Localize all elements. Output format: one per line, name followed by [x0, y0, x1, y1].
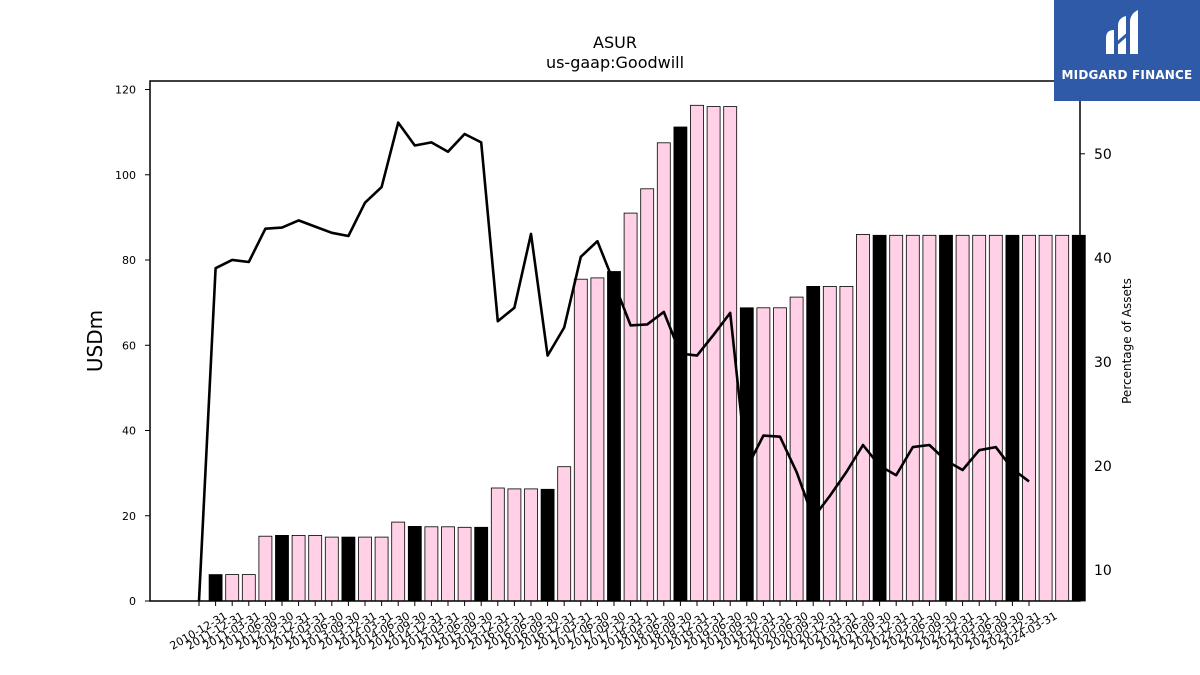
bar-series [208, 104, 1086, 602]
bar-2021-06-30 [889, 234, 904, 602]
percentage-line [197, 121, 1030, 602]
bar-2020-12-31 [856, 233, 870, 602]
bar-2014-03-31 [407, 526, 422, 602]
right-tick-label: 10 [1094, 563, 1112, 579]
left-tick-label: 60 [122, 339, 136, 352]
bar-2013-03-31 [341, 536, 356, 602]
bar-2013-09-30 [374, 536, 389, 602]
bar-2016-03-31 [540, 488, 555, 602]
right-tick-label: 30 [1094, 355, 1112, 371]
bar-2012-09-30 [308, 535, 323, 602]
bar-2016-12-31 [590, 277, 605, 602]
bar-2018-09-30 [706, 106, 721, 602]
left-tick-label: 0 [129, 595, 136, 608]
right-tick-label: 50 [1094, 147, 1112, 163]
y-axis-label: USDm [83, 310, 107, 372]
bar-2023-03-31 [1005, 234, 1020, 602]
bar-2013-06-30 [358, 536, 372, 602]
left-tick-label: 20 [122, 510, 136, 523]
bar-2012-06-30 [291, 535, 306, 602]
left-tick-label: 120 [115, 84, 136, 97]
bar-2019-09-30 [773, 307, 787, 602]
plot-frame [149, 80, 1081, 602]
left-tick-label: 100 [115, 169, 136, 182]
bar-2015-03-31 [474, 526, 489, 602]
bar-2024-03-31 [1071, 234, 1086, 602]
bar-2022-06-30 [955, 234, 970, 602]
bar-2019-06-30 [756, 307, 771, 602]
bar-2016-06-30 [557, 466, 572, 602]
left-axis-ticks: 0 20 40 60 80 100 120 [115, 84, 150, 608]
bar-2020-06-30 [822, 285, 837, 602]
right-tick-label: 20 [1094, 459, 1112, 475]
bar-2011-12-31 [258, 535, 273, 602]
bar-2020-03-31 [806, 285, 821, 602]
bar-2015-12-31 [524, 488, 538, 602]
bar-2014-06-30 [424, 526, 439, 602]
brand-logo-text: MIDGARD FINANCE [1061, 68, 1193, 82]
bar-2016-09-30 [573, 278, 588, 602]
bar-2014-12-31 [457, 526, 472, 602]
left-tick-label: 80 [122, 254, 136, 267]
bar-2011-03-31 [208, 574, 223, 602]
bar-2017-03-31 [607, 271, 621, 602]
bar-2015-06-30 [490, 487, 505, 602]
chart-subtitle: us-gaap:Goodwill [546, 53, 684, 72]
bar-2023-06-30 [1022, 234, 1036, 602]
bar-2019-03-31 [739, 307, 754, 602]
bar-2023-12-31 [1055, 234, 1070, 602]
bar-2021-03-31 [872, 234, 887, 602]
left-tick-label: 40 [122, 425, 136, 438]
bar-2015-09-30 [507, 488, 522, 602]
bar-2012-03-31 [275, 535, 289, 602]
bar-2011-09-30 [241, 574, 256, 602]
bar-2018-06-30 [690, 104, 704, 602]
bar-2020-09-30 [839, 285, 854, 602]
brand-logo: MIDGARD FINANCE [1054, 0, 1200, 101]
right-axis-ticks: 10 20 30 40 50 [1080, 147, 1112, 579]
bar-2012-12-31 [324, 536, 339, 602]
bar-2019-12-31 [789, 296, 804, 602]
bar-2018-03-31 [673, 126, 688, 602]
bar-2023-09-30 [1038, 234, 1053, 602]
x-axis-ticks: 2010-12-312011-12-312011-03-312011-06-30… [168, 601, 1060, 653]
bar-2014-09-30 [441, 526, 455, 602]
bar-2017-09-30 [640, 188, 655, 602]
bar-2021-09-30 [905, 234, 920, 602]
bar-2011-06-30 [225, 574, 240, 602]
bar-2022-09-30 [972, 234, 987, 602]
bar-2017-06-30 [623, 212, 638, 602]
y2-axis-label: Percentage of Assets [1120, 278, 1134, 404]
chart-title: ASUR [593, 33, 637, 52]
bar-2021-12-31 [922, 234, 937, 602]
brand-mark-icon [1106, 10, 1138, 54]
bar-2017-12-31 [656, 142, 671, 602]
bar-2022-12-31 [988, 234, 1003, 602]
bar-2013-12-31 [391, 521, 406, 602]
bar-2022-03-31 [939, 234, 953, 602]
right-tick-label: 40 [1094, 251, 1112, 267]
